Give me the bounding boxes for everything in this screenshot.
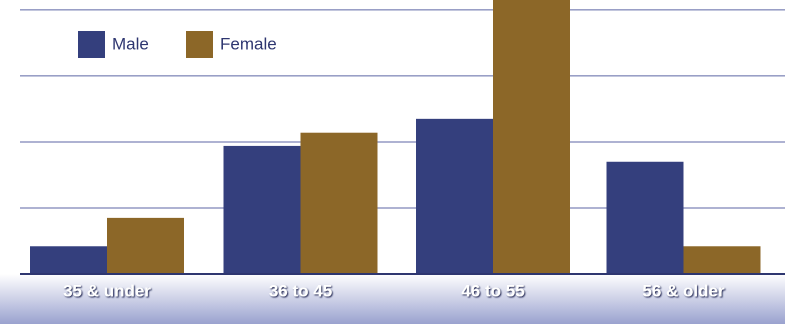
x-tick-label: 36 to 45 [269,281,332,300]
bar [30,246,107,274]
x-tick-label: 46 to 55 [461,281,524,300]
bar [606,161,684,274]
axis-band [0,274,785,324]
bar [107,217,184,274]
plot-area [20,0,785,274]
bar [223,145,301,274]
legend-swatch [78,31,105,58]
bar [300,132,378,274]
bar [683,246,761,274]
x-tick-label: 35 & under [63,281,151,300]
bar [493,0,570,274]
legend-swatch [186,31,213,58]
legend-label: Male [112,34,149,53]
legend-label: Female [220,34,277,53]
bar [416,118,493,274]
x-tick-label: 56 & older [642,281,725,300]
